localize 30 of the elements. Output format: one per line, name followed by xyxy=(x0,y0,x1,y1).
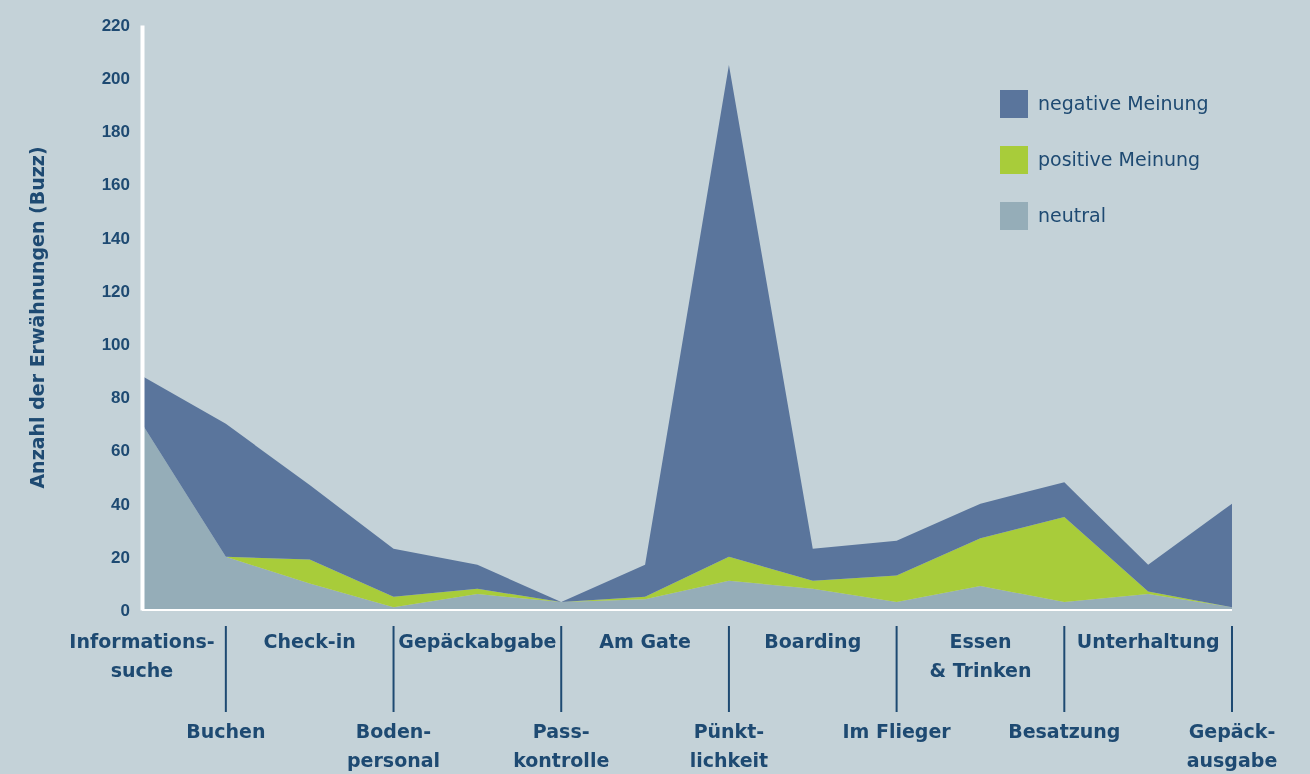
x-tick-label: Buchen xyxy=(186,720,266,742)
x-tick-label: Check-in xyxy=(263,630,356,652)
x-tick-label: Pass- kontrolle xyxy=(513,720,610,771)
x-tick-label: Im Flieger xyxy=(842,720,952,742)
x-tick-label: Essen & Trinken xyxy=(929,630,1032,681)
x-tick-label: Informations- suche xyxy=(69,630,215,681)
x-tick-label: Boarding xyxy=(764,630,862,652)
y-tick-label: 120 xyxy=(101,281,130,301)
x-tick-label: Boden- personal xyxy=(346,720,441,771)
y-tick-label: 80 xyxy=(111,388,130,408)
x-tick-label: Besatzung xyxy=(1008,720,1121,742)
y-axis-title: Anzahl der Erwähnungen (Buzz) xyxy=(26,146,48,489)
y-tick-label: 0 xyxy=(120,600,130,620)
legend-label: positive Meinung xyxy=(1038,148,1201,170)
y-tick-label: 200 xyxy=(101,69,130,89)
legend-label: neutral xyxy=(1038,204,1106,226)
x-tick-label: Gepäckabgabe xyxy=(398,630,557,652)
y-tick-label: 160 xyxy=(101,175,130,195)
x-tick-label: Pünkt- lichkeit xyxy=(689,720,769,771)
y-tick-label: 100 xyxy=(101,335,130,355)
y-tick-label: 20 xyxy=(111,547,130,567)
y-tick-label: 220 xyxy=(101,15,130,35)
x-tick-label: Gepäck- ausgabe xyxy=(1186,720,1278,771)
x-tick-label: Am Gate xyxy=(599,630,691,652)
x-tick-label: Unterhaltung xyxy=(1076,630,1220,652)
y-tick-label: 40 xyxy=(111,494,130,514)
y-tick-label: 140 xyxy=(101,228,130,248)
legend-label: negative Meinung xyxy=(1038,92,1209,114)
y-tick-label: 60 xyxy=(111,441,130,461)
y-tick-label: 180 xyxy=(101,122,130,142)
